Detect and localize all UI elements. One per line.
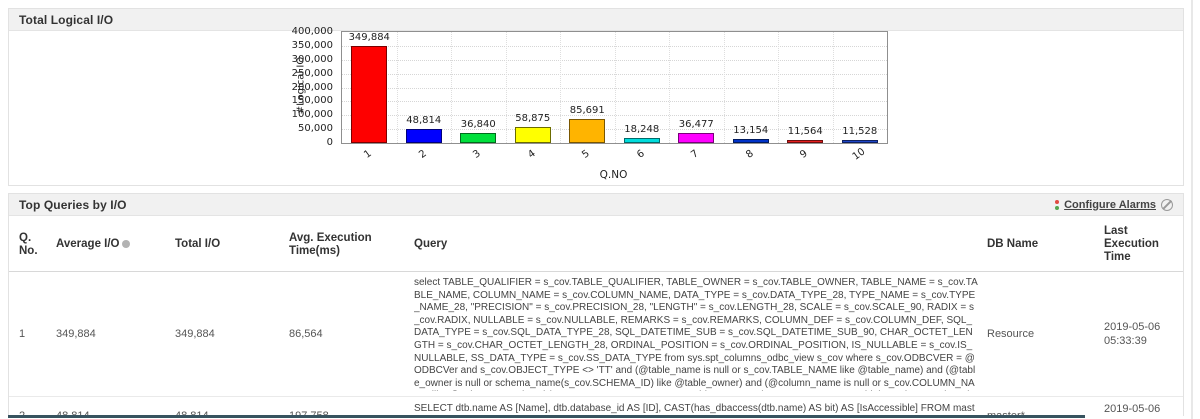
x-tick-label: 6 — [634, 148, 647, 161]
x-tick-label: 3 — [471, 148, 484, 161]
bar-value-label: 349,884 — [348, 32, 390, 43]
cell-total-io: 48,814 — [175, 396, 289, 416]
x-tick-label: 8 — [743, 148, 756, 161]
y-tick-label: 0 — [326, 137, 333, 148]
gridline — [396, 32, 398, 143]
y-tick-label: 350,000 — [291, 39, 333, 51]
x-axis-title: Q.NO — [599, 169, 628, 181]
bar-value-label: 48,814 — [406, 115, 442, 126]
cell-query: SELECT dtb.name AS [Name], dtb.database_… — [414, 396, 987, 416]
cell-average-io: 48,814 — [56, 396, 175, 416]
cell-last-exec-time: 2019-05-06 05:33:39 — [1104, 321, 1161, 347]
gridline — [505, 32, 507, 143]
chart-bar[interactable] — [623, 138, 660, 143]
y-axis-ticks: 0 50,000 100,000 150,000 200,000 250,000 300,0… — [279, 26, 335, 148]
col-header-db-name[interactable]: DB Name — [987, 218, 1104, 272]
y-tick-label: 300,000 — [291, 53, 333, 65]
gridline — [778, 32, 779, 143]
gridline — [723, 32, 725, 143]
cell-query: select TABLE_QUALIFIER = s_cov.TABLE_QUA… — [414, 272, 987, 397]
viewport-right-edge — [1191, 0, 1193, 419]
configure-alarms-link[interactable]: Configure Alarms — [1064, 198, 1156, 211]
cell-qno: 1 — [19, 328, 26, 340]
bar-value-label: 36,477 — [678, 119, 714, 130]
table-row[interactable]: 1 349,884 349,884 86,564 select TABLE_QU… — [9, 272, 1183, 397]
cell-total-io: 349,884 — [175, 328, 215, 340]
cell-db-name: Resource — [987, 328, 1035, 340]
chart-bar[interactable] — [405, 129, 442, 143]
query-text: SELECT dtb.name AS [Name], dtb.database_… — [414, 403, 975, 415]
gridline — [669, 32, 670, 143]
bar-value-label: 85,691 — [569, 105, 605, 116]
cell-qno: 2 — [9, 396, 56, 416]
bar-value-label: 18,248 — [624, 124, 660, 135]
col-header-query[interactable]: Query — [414, 218, 987, 272]
cell-last-exec-time: 2019-05-06 05:51:36 — [1104, 396, 1183, 416]
x-tick-label: 4 — [525, 148, 538, 161]
y-tick-label: 100,000 — [291, 109, 333, 121]
bar-value-label: 11,564 — [787, 126, 823, 137]
bar-value-label: 58,875 — [515, 113, 551, 124]
alarms-controls: Configure Alarms — [1055, 198, 1173, 211]
y-tick-label: 250,000 — [291, 67, 333, 79]
bar-value-label: 36,840 — [460, 119, 496, 130]
y-tick-label: 150,000 — [291, 95, 333, 107]
sort-indicator-dot — [121, 240, 130, 248]
chart-bar[interactable] — [841, 140, 878, 143]
x-tick-label: 1 — [362, 148, 375, 161]
chart-bar[interactable] — [351, 46, 388, 143]
cell-average-io: 349,884 — [56, 328, 96, 340]
next-panel-top-edge — [8, 415, 1085, 418]
col-header-last-exec-time[interactable]: Last Execution Time — [1104, 218, 1183, 272]
x-tick-label: 9 — [798, 148, 811, 161]
queries-table: Q. No. Average I/O Total I/O Avg. Execut… — [9, 218, 1183, 416]
table-panel-title: Top Queries by I/O — [19, 197, 127, 212]
chart-bar[interactable] — [514, 127, 551, 143]
logical-io-bar-chart: #Logical IO 0 50,000 100,000 150,000 200,000… — [9, 26, 1183, 185]
col-header-average-io[interactable]: Average I/O — [56, 218, 175, 272]
y-tick-label: 400,000 — [291, 26, 333, 37]
chart-bar[interactable] — [787, 140, 824, 143]
chart-bar[interactable] — [460, 133, 497, 143]
top-queries-panel: Top Queries by I/O Configure Alarms Q. N… — [8, 193, 1184, 416]
x-axis-tick-labels: 1 2 3 4 5 6 7 8 9 10 — [341, 145, 886, 165]
bar-value-label: 13,154 — [733, 125, 769, 136]
chart-bar[interactable] — [569, 119, 606, 143]
total-logical-io-panel: Total Logical I/O #Logical IO 0 50,000 100… — [8, 8, 1184, 186]
chart-panel-header: Total Logical I/O — [9, 9, 1183, 31]
cell-db-name: master* — [987, 396, 1104, 416]
cell-avg-exec-time: 86,564 — [289, 328, 323, 340]
x-tick-label: 2 — [416, 148, 429, 161]
col-header-qno[interactable]: Q. No. — [9, 218, 56, 272]
alarm-traffic-light-icon — [1055, 199, 1060, 210]
chart-bar[interactable] — [732, 139, 769, 143]
x-tick-label: 7 — [689, 148, 702, 161]
disable-alarms-icon[interactable] — [1161, 198, 1173, 211]
col-header-total-io[interactable]: Total I/O — [175, 218, 289, 272]
gridline — [614, 32, 616, 143]
gridline — [832, 32, 834, 143]
y-tick-label: 50,000 — [298, 123, 333, 135]
table-panel-header: Top Queries by I/O Configure Alarms — [9, 194, 1183, 216]
table-row[interactable]: 2 48,814 48,814 197,758 SELECT dtb.name … — [9, 396, 1183, 416]
chart-bar[interactable] — [678, 133, 715, 143]
col-header-avg-exec-time[interactable]: Avg. Execution Time(ms) — [289, 218, 414, 272]
bar-value-label: 11,528 — [842, 126, 878, 137]
x-tick-label: 10 — [850, 146, 868, 163]
gridline — [451, 32, 452, 143]
y-tick-label: 200,000 — [291, 81, 333, 93]
x-tick-label: 5 — [580, 148, 593, 161]
chart-panel-title: Total Logical I/O — [19, 12, 114, 27]
query-text: select TABLE_QUALIFIER = s_cov.TABLE_QUA… — [414, 277, 978, 391]
plot-area: 349,884 48,814 36,840 58,875 85,691 18,248 36,… — [341, 31, 888, 144]
gridline — [560, 32, 561, 143]
cell-avg-exec-time: 197,758 — [289, 396, 414, 416]
table-header-row: Q. No. Average I/O Total I/O Avg. Execut… — [9, 218, 1183, 272]
